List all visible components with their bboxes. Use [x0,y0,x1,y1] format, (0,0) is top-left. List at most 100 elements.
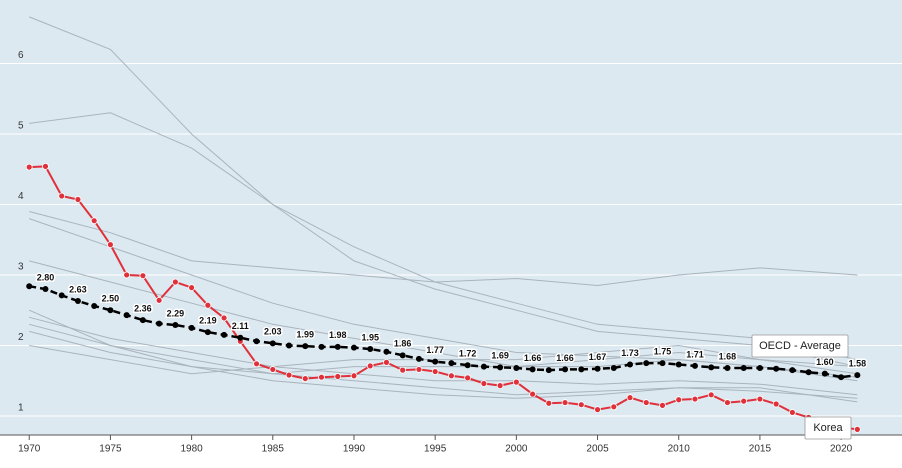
y-tick-label: 2 [18,332,24,343]
data-point [448,360,455,367]
data-point [383,358,390,366]
value-label: 1.75 [654,346,672,356]
data-point [220,314,228,322]
data-point [415,355,422,362]
value-label: 2.11 [232,321,249,331]
data-point [107,307,114,314]
series-line [29,165,858,431]
data-point [302,343,309,350]
data-point [253,338,260,345]
data-point [367,345,374,352]
data-point [659,360,666,367]
value-label: 1.95 [361,332,379,342]
data-point [707,391,715,399]
y-tick-label: 3 [18,262,24,273]
value-label: 1.72 [459,349,477,359]
x-tick-label: 2010 [668,444,691,455]
data-point [691,395,699,403]
data-point [318,343,325,350]
value-label: 1.98 [329,330,347,340]
data-point [853,425,861,433]
data-point [691,362,698,369]
data-point [399,352,406,359]
data-point [577,401,585,409]
data-point [74,196,82,203]
plot-background [0,0,902,435]
data-point [659,401,666,409]
background-line [29,330,858,378]
value-label: 2.29 [167,308,185,318]
data-point [594,406,601,414]
data-point [788,409,796,416]
value-label: 1.99 [297,330,315,340]
x-tick-label: 2005 [586,444,609,455]
value-label: 1.66 [556,353,574,363]
data-point [480,380,488,387]
data-point [58,192,66,200]
value-label: 1.73 [621,348,639,358]
data-point [562,366,569,373]
y-tick-label: 1 [18,403,24,414]
data-point [821,370,828,377]
data-point [269,340,276,347]
value-label: 1.69 [491,351,509,361]
data-point [91,302,98,309]
value-label: 1.77 [426,345,444,355]
data-point [415,366,423,373]
data-point [123,271,131,279]
value-label: 1.68 [719,351,737,361]
data-point [773,365,780,372]
data-point [253,360,260,368]
data-point [512,378,520,386]
x-tick-label: 1980 [180,444,203,455]
data-point [642,399,650,406]
series-label-box [751,334,849,358]
data-point [301,375,309,382]
data-point [594,365,601,372]
data-point [610,403,618,411]
data-point [188,284,196,292]
data-point [74,298,81,305]
value-label: 2.03 [264,327,282,337]
value-label: 1.58 [849,358,867,368]
data-point [26,283,33,290]
data-point [805,369,812,376]
data-point [350,344,357,351]
background-line [29,323,858,403]
data-point [497,364,504,371]
data-point [480,363,487,370]
series-label: Korea [813,422,843,434]
value-label: 2.63 [69,284,87,294]
data-point [156,320,163,327]
data-point [464,362,471,369]
data-point [90,217,98,225]
data-point [724,399,731,406]
data-point [772,400,780,408]
data-point [286,342,293,349]
value-label: 1.86 [394,339,412,349]
value-label: 1.71 [686,349,704,359]
data-point [578,366,585,373]
data-point [25,163,33,171]
data-point [545,399,553,407]
background-line [29,309,858,399]
background-line [29,260,858,368]
data-point [756,365,763,372]
data-point [139,317,146,324]
value-label: 2.36 [134,303,152,313]
data-point [42,162,49,170]
x-tick-label: 2000 [505,444,528,455]
data-point [789,367,796,374]
data-point [432,358,439,365]
data-point [610,365,617,372]
data-point [139,272,147,280]
data-point [107,241,114,249]
background-line [29,316,858,396]
data-point [172,322,179,329]
data-point [854,372,861,379]
y-tick-label: 6 [18,50,24,61]
data-point [269,366,277,373]
data-point [529,390,536,398]
data-point [399,366,407,374]
data-point [448,372,455,380]
